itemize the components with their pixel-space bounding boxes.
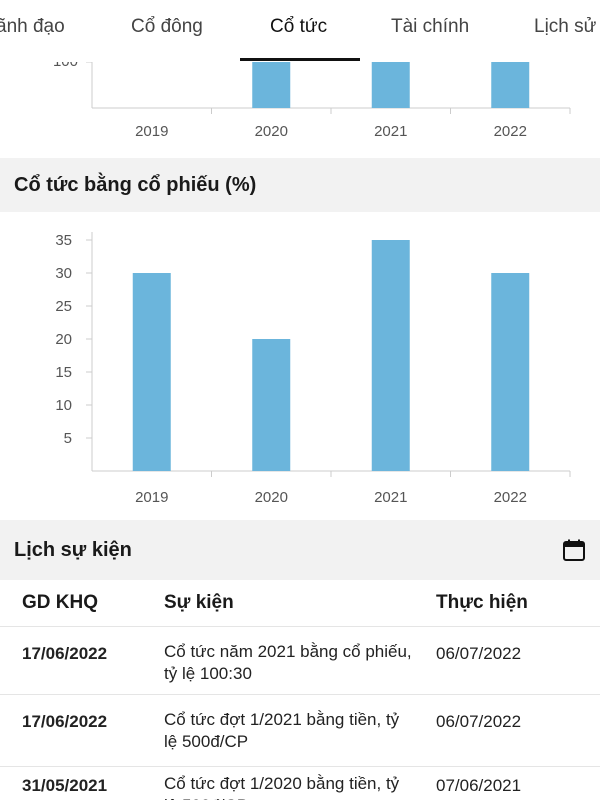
- cash-dividend-chart-svg: 100 2019 2020 2021 2022: [53, 42, 571, 140]
- header-date: GD KHQ: [22, 592, 98, 613]
- x-tick-label-2020: 2020: [255, 489, 288, 506]
- y-tick-label: 100: [53, 62, 78, 70]
- y-tick-label: 20: [55, 331, 72, 348]
- active-tab-indicator: [240, 58, 360, 61]
- row-done: 07/06/2021: [436, 776, 522, 795]
- bar-2020: [252, 339, 291, 471]
- row-event: Cổ tức đợt 1/2021 bằng tiền, tỷ lệ 500đ/…: [164, 710, 400, 751]
- bar-2020: [252, 42, 291, 108]
- row-date: 17/06/2022: [22, 712, 108, 731]
- bar-2022: [491, 42, 530, 108]
- row-done: 06/07/2022: [436, 712, 522, 731]
- x-tick-label-2019: 2019: [135, 123, 168, 140]
- x-tick-label-2021: 2021: [374, 123, 407, 140]
- stock-dividend-chart: 5 10 15 20 25 30 35 2019 2020 2021 2022: [0, 212, 600, 520]
- y-tick-label: 10: [55, 397, 72, 414]
- table-header-row: GD KHQ Sự kiện Thực hiện: [0, 580, 600, 626]
- bar-2022: [491, 273, 530, 471]
- tab-dividends[interactable]: Cổ tức: [270, 16, 328, 37]
- table-row[interactable]: 17/06/2022 Cổ tức năm 2021 bằng cổ phiếu…: [0, 626, 600, 694]
- row-date: 31/05/2021: [22, 776, 108, 795]
- tab-leadership[interactable]: ãnh đạo: [0, 16, 65, 37]
- y-tick-label: 5: [64, 430, 72, 447]
- tab-shareholders[interactable]: Cổ đông: [131, 16, 203, 37]
- x-tick-label-2020: 2020: [255, 123, 288, 140]
- table-row[interactable]: 31/05/2021 Cổ tức đợt 1/2020 bằng tiền, …: [0, 766, 600, 800]
- row-date: 17/06/2022: [22, 644, 108, 663]
- x-tick-label-2022: 2022: [494, 489, 527, 506]
- y-tick-label: 15: [55, 364, 72, 381]
- tab-history[interactable]: Lịch sử: [534, 16, 597, 37]
- y-tick-label: 30: [55, 265, 72, 282]
- bar-2019: [132, 273, 171, 471]
- y-tick-label: 35: [55, 232, 72, 249]
- x-tick-label-2021: 2021: [374, 489, 407, 506]
- stock-dividend-header: Cổ tức bằng cổ phiếu (%): [0, 158, 600, 212]
- y-tick-label: 25: [55, 298, 72, 315]
- tab-bar: ãnh đạo Cổ đông Cổ tức Tài chính Lịch sử: [0, 0, 600, 62]
- events-header: Lịch sự kiện: [0, 520, 600, 580]
- x-tick-label-2019: 2019: [135, 489, 168, 506]
- calendar-icon[interactable]: [562, 538, 586, 562]
- bar-2021: [371, 42, 410, 108]
- cash-dividend-chart: 100 2019 2020 2021 2022: [0, 42, 600, 158]
- row-event: Cổ tức năm 2021 bằng cổ phiếu, tỷ lệ 100…: [164, 642, 412, 683]
- table-row[interactable]: 17/06/2022 Cổ tức đợt 1/2021 bằng tiền, …: [0, 694, 600, 766]
- tab-finance[interactable]: Tài chính: [391, 16, 470, 37]
- bar-2021: [371, 240, 410, 471]
- header-event: Sự kiện: [164, 592, 234, 613]
- events-title: Lịch sự kiện: [14, 539, 132, 561]
- header-done: Thực hiện: [436, 592, 528, 613]
- stock-dividend-chart-svg: 5 10 15 20 25 30 35 2019 2020 2021 2022: [55, 232, 571, 506]
- x-tick-label-2022: 2022: [494, 123, 527, 140]
- row-event: Cổ tức đợt 1/2020 bằng tiền, tỷ lệ 500đ/…: [164, 774, 400, 800]
- stock-dividend-title: Cổ tức bằng cổ phiếu (%): [14, 174, 257, 196]
- row-done: 06/07/2022: [436, 644, 522, 663]
